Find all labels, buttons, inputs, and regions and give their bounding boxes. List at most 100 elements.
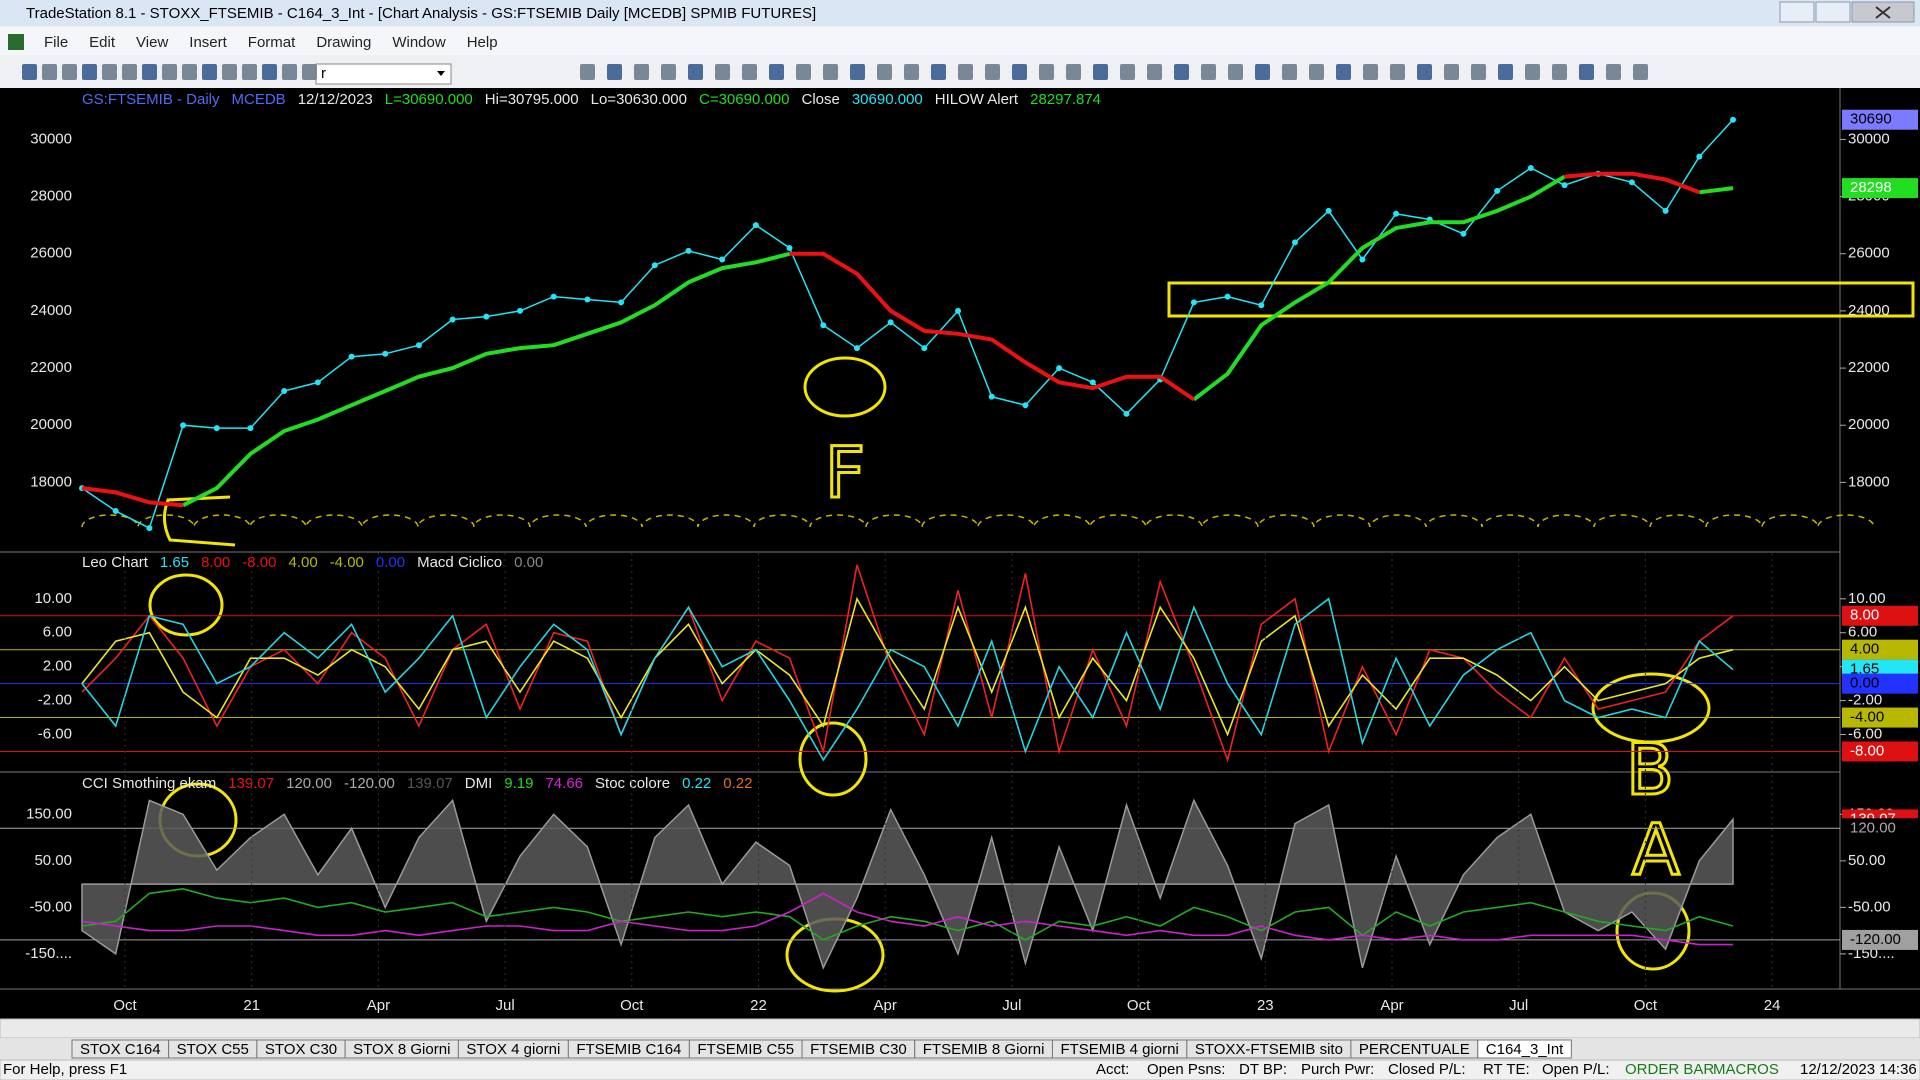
toolbar-icon[interactable] [1552, 64, 1567, 80]
toolbar-icon[interactable] [715, 64, 730, 80]
menu-item[interactable]: Edit [89, 34, 116, 51]
annotation: B [1626, 729, 1674, 811]
toolbar-icon[interactable] [1174, 64, 1189, 80]
price-point [651, 262, 658, 269]
toolbar-icon[interactable] [1498, 64, 1513, 80]
price-point [415, 342, 422, 349]
toolbar-icon[interactable] [742, 64, 757, 80]
toolbar-icon[interactable] [688, 64, 703, 80]
toolbar-icon[interactable] [1417, 64, 1432, 80]
price-point [1123, 410, 1130, 417]
pane-header: 28297.874 [1030, 91, 1101, 108]
toolbar-icon[interactable] [1201, 64, 1216, 80]
y-tick-label-right: 10.00 [1848, 590, 1886, 607]
toolbar-icon[interactable] [1255, 64, 1270, 80]
toolbar-icon[interactable] [82, 64, 97, 80]
toolbar-icon[interactable] [1066, 64, 1081, 80]
price-point [517, 307, 524, 314]
menu-item[interactable]: Insert [189, 34, 227, 51]
menu-item[interactable]: View [136, 34, 168, 51]
price-point [1628, 179, 1635, 186]
price-point [213, 425, 220, 432]
toolbar-icon[interactable] [931, 64, 946, 80]
pane-header: -4.00 [330, 554, 364, 571]
toolbar-icon[interactable] [1147, 64, 1162, 80]
toolbar-icon[interactable] [262, 64, 277, 80]
toolbar-icon[interactable] [1120, 64, 1135, 80]
toolbar-icon[interactable] [282, 64, 297, 80]
indicator-line [81, 892, 1733, 946]
toolbar-icon[interactable] [182, 64, 197, 80]
hand-mark [163, 495, 236, 547]
toolbar-icon[interactable] [22, 64, 37, 80]
toolbar-icon[interactable] [202, 64, 217, 80]
toolbar-icon[interactable] [769, 64, 784, 80]
status-item: Purch Pwr: [1301, 1061, 1374, 1078]
toolbar-icon[interactable] [162, 64, 177, 80]
minimize-button[interactable] [1779, 1, 1815, 23]
value-badge-label: -4.00 [1850, 709, 1884, 726]
toolbar-icon[interactable] [1471, 64, 1486, 80]
toolbar-icon[interactable] [1336, 64, 1351, 80]
menu-item[interactable]: File [44, 34, 68, 51]
toolbar-icon[interactable] [1228, 64, 1243, 80]
restore-button[interactable] [1815, 1, 1851, 23]
toolbar-icon[interactable] [1012, 64, 1027, 80]
pane-header: Stoc colore [595, 775, 670, 792]
toolbar-icon[interactable] [985, 64, 1000, 80]
menu-item[interactable]: Format [248, 34, 296, 51]
toolbar-icon[interactable] [1093, 64, 1108, 80]
toolbar-icon[interactable] [1579, 64, 1594, 80]
toolbar-icon[interactable] [102, 64, 117, 80]
toolbar-icon[interactable] [142, 64, 157, 80]
y-tick-label-right: 6.00 [1848, 624, 1877, 641]
toolbar-icon[interactable] [62, 64, 77, 80]
toolbar-icon[interactable] [1444, 64, 1459, 80]
toolbar-icon[interactable] [1390, 64, 1405, 80]
price-point [988, 393, 995, 400]
status-item: ORDER BAR [1625, 1061, 1714, 1078]
toolbar-icon[interactable] [1039, 64, 1054, 80]
toolbar-icon[interactable] [1606, 64, 1621, 80]
toolbar-icon[interactable] [1282, 64, 1297, 80]
menu-item[interactable]: Window [392, 34, 446, 51]
toolbar-icon[interactable] [302, 64, 317, 80]
y-tick-label: -6.00 [38, 725, 72, 742]
toolbar-icon[interactable] [222, 64, 237, 80]
toolbar-icon[interactable] [242, 64, 257, 80]
pane-header: Close [801, 91, 839, 108]
toolbar-icon[interactable] [1309, 64, 1324, 80]
menu-item[interactable]: Drawing [316, 34, 371, 51]
toolbar-icon[interactable] [1525, 64, 1540, 80]
toolbar-icon[interactable] [607, 64, 622, 80]
cci-area [81, 798, 1734, 970]
toolbar-icon[interactable] [661, 64, 676, 80]
toolbar-icon[interactable] [958, 64, 973, 80]
toolbar-icon[interactable] [1363, 64, 1378, 80]
symbol-box[interactable] [315, 63, 452, 85]
toolbar-icon[interactable] [122, 64, 137, 80]
toolbar-icon[interactable] [634, 64, 649, 80]
toolbar-icon[interactable] [823, 64, 838, 80]
price-point [719, 256, 726, 263]
toolbar-icon[interactable] [877, 64, 892, 80]
toolbar-icon[interactable] [580, 64, 595, 80]
x-tick-label: 22 [750, 997, 767, 1014]
toolbar-icon[interactable] [796, 64, 811, 80]
price-point [1022, 402, 1029, 409]
x-tick-label: 23 [1257, 997, 1274, 1014]
x-tick-label: Jul [1002, 997, 1021, 1014]
sheet-tab-label: STOX 8 Giorni [353, 1041, 450, 1058]
toolbar-icon[interactable] [850, 64, 865, 80]
pane-header: 74.66 [545, 775, 583, 792]
pane-header: HILOW Alert [935, 91, 1019, 108]
sheet-tab[interactable] [1477, 1039, 1572, 1059]
scrollbar[interactable] [0, 1018, 1920, 1039]
x-tick-label: Oct [1634, 997, 1658, 1014]
toolbar-icon[interactable] [1633, 64, 1648, 80]
price-point [820, 322, 827, 329]
menu-item[interactable]: Help [467, 34, 498, 51]
toolbar-icon[interactable] [904, 64, 919, 80]
toolbar-icon[interactable] [42, 64, 57, 80]
price-point [853, 345, 860, 352]
